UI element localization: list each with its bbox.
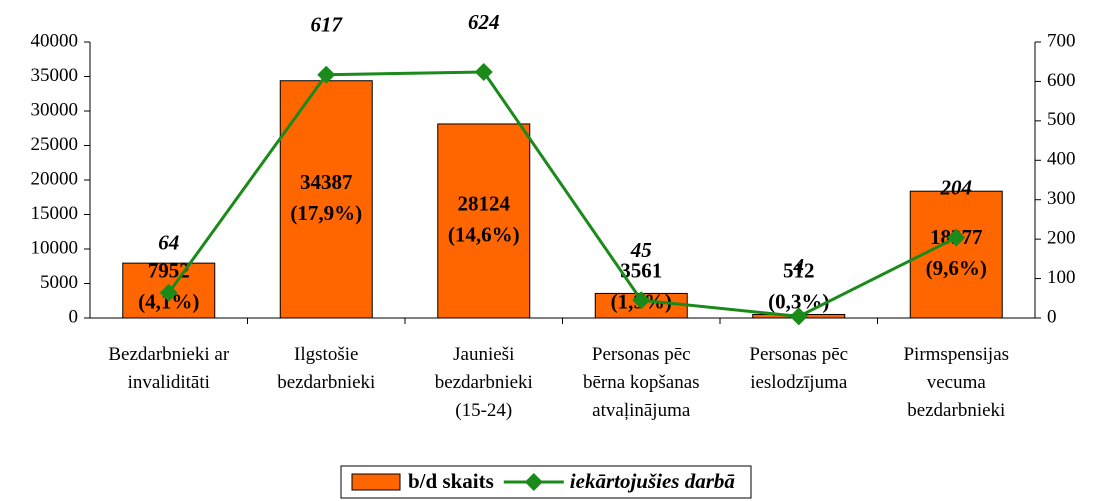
y-tick-label: 30000 bbox=[31, 99, 79, 120]
x-tick-label: Ilgstošie bezdarbnieki bbox=[277, 344, 375, 393]
y2-tick-label: 100 bbox=[1047, 267, 1076, 288]
y2-tick-label: 0 bbox=[1047, 306, 1057, 327]
y2-tick-label: 200 bbox=[1047, 228, 1076, 249]
legend-marker bbox=[524, 473, 543, 491]
y-tick-label: 5000 bbox=[40, 272, 78, 293]
line-value-label: 45 bbox=[630, 238, 652, 262]
y2-tick-label: 600 bbox=[1047, 70, 1076, 91]
y2-tick-label: 700 bbox=[1047, 30, 1076, 51]
y-tick-label: 25000 bbox=[31, 134, 79, 155]
y2-tick-label: 300 bbox=[1047, 188, 1076, 209]
line-marker bbox=[317, 65, 336, 84]
legend-label: b/d skaits bbox=[408, 469, 494, 493]
x-tick-label: Bezdarbnieki ar invaliditāti bbox=[108, 344, 229, 393]
line-value-label: 64 bbox=[158, 231, 179, 255]
y-tick-label: 10000 bbox=[31, 237, 79, 258]
bar-value-label: 34387 (17,9%) bbox=[290, 170, 362, 225]
bar-value-label: 28124 (14,6%) bbox=[448, 191, 520, 246]
line bbox=[167, 70, 957, 318]
line-marker bbox=[947, 228, 966, 247]
legend-label: iekārtojušies darbā bbox=[570, 469, 735, 493]
bar bbox=[279, 80, 373, 319]
line-marker bbox=[789, 307, 808, 326]
line-value-label: 617 bbox=[311, 13, 344, 37]
x-tick-label: Personas pēc bērna kopšanas atvaļinājuma bbox=[583, 344, 700, 421]
line-value-label: 624 bbox=[468, 10, 500, 34]
y-tick-label: 20000 bbox=[31, 168, 79, 189]
line-marker bbox=[159, 283, 178, 302]
legend-swatch bbox=[351, 473, 401, 491]
bar bbox=[437, 123, 531, 319]
bar bbox=[909, 190, 1003, 319]
line-value-label: 204 bbox=[940, 175, 973, 199]
x-tick-label: Pirmspensijas vecuma bezdarbnieki bbox=[903, 344, 1009, 421]
x-tick-label: Jaunieši bezdarbnieki (15-24) bbox=[435, 344, 533, 421]
y-tick-label: 40000 bbox=[31, 30, 79, 51]
line-value-label: 4 bbox=[793, 254, 805, 278]
y2-tick-label: 500 bbox=[1047, 109, 1076, 130]
y-tick-label: 35000 bbox=[31, 65, 79, 86]
line-marker bbox=[632, 291, 651, 310]
y2-tick-label: 400 bbox=[1047, 149, 1076, 170]
y-tick-label: 15000 bbox=[31, 203, 79, 224]
line-marker bbox=[474, 62, 493, 81]
x-tick-label: Personas pēc ieslodzījuma bbox=[749, 344, 848, 393]
y-tick-label: 0 bbox=[69, 306, 79, 327]
